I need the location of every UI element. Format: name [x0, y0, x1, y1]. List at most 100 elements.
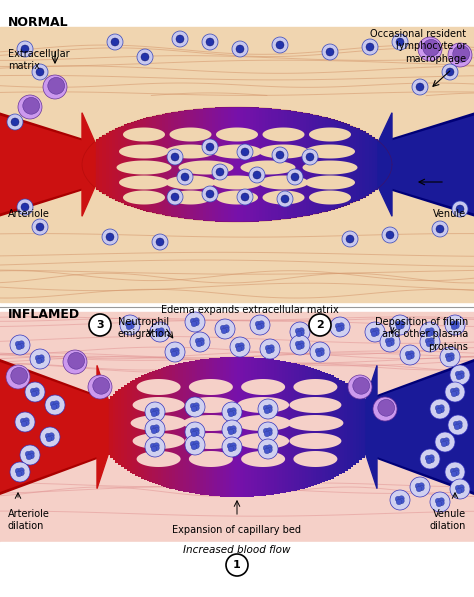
Polygon shape [263, 128, 304, 141]
Circle shape [220, 325, 226, 331]
Bar [308, 367, 311, 487]
Circle shape [20, 445, 40, 465]
Circle shape [272, 37, 288, 53]
Circle shape [291, 173, 299, 181]
Bar [196, 109, 200, 220]
Bar [325, 118, 328, 211]
Circle shape [269, 347, 274, 353]
Bar [234, 107, 237, 222]
Circle shape [442, 64, 458, 80]
Circle shape [241, 148, 249, 156]
Circle shape [194, 405, 199, 411]
Polygon shape [0, 312, 474, 547]
Circle shape [450, 321, 456, 327]
Bar [350, 125, 353, 204]
Circle shape [380, 332, 400, 352]
Circle shape [439, 500, 444, 506]
Circle shape [302, 149, 318, 165]
Circle shape [264, 431, 270, 437]
Polygon shape [378, 115, 474, 214]
Circle shape [396, 499, 402, 505]
Bar [153, 116, 156, 213]
Bar [328, 118, 331, 211]
Circle shape [48, 78, 64, 94]
Bar [161, 368, 164, 486]
Circle shape [416, 83, 424, 91]
Circle shape [306, 153, 314, 161]
Circle shape [228, 411, 234, 417]
Bar [249, 107, 253, 221]
Circle shape [310, 342, 330, 362]
Circle shape [439, 407, 444, 413]
Bar [257, 358, 260, 496]
Circle shape [365, 322, 385, 342]
Circle shape [231, 408, 237, 413]
Circle shape [440, 438, 446, 444]
Circle shape [392, 34, 408, 50]
Circle shape [410, 477, 430, 497]
Circle shape [450, 365, 470, 385]
Text: Extracellular
matrix: Extracellular matrix [8, 49, 70, 72]
Bar [274, 109, 278, 220]
Polygon shape [212, 176, 262, 189]
Circle shape [426, 458, 432, 464]
Circle shape [15, 341, 21, 347]
Circle shape [420, 449, 440, 469]
Bar [381, 145, 385, 184]
Bar [370, 407, 373, 447]
Polygon shape [165, 144, 216, 158]
Circle shape [18, 341, 24, 346]
Bar [234, 357, 237, 497]
Bar [138, 377, 141, 477]
Circle shape [10, 335, 30, 355]
Bar [169, 365, 173, 488]
Circle shape [39, 357, 44, 363]
Circle shape [21, 203, 29, 211]
Circle shape [439, 498, 444, 503]
Bar [347, 385, 351, 469]
Polygon shape [287, 415, 343, 431]
Polygon shape [0, 362, 108, 492]
Circle shape [170, 348, 176, 354]
Circle shape [418, 37, 442, 61]
Circle shape [154, 445, 159, 451]
Circle shape [224, 327, 229, 333]
Circle shape [269, 344, 274, 350]
Polygon shape [378, 113, 392, 216]
Circle shape [206, 190, 214, 198]
Bar [87, 148, 91, 181]
Circle shape [228, 446, 234, 452]
Circle shape [237, 189, 253, 205]
Polygon shape [235, 415, 291, 431]
Polygon shape [305, 176, 355, 189]
Bar [254, 358, 257, 496]
Circle shape [145, 419, 165, 439]
Circle shape [374, 328, 379, 333]
Bar [168, 113, 172, 216]
Circle shape [29, 451, 34, 456]
Circle shape [206, 38, 214, 46]
Circle shape [32, 64, 48, 80]
Circle shape [177, 169, 193, 185]
Circle shape [423, 39, 439, 56]
Polygon shape [189, 451, 233, 467]
Circle shape [173, 347, 179, 353]
Bar [256, 107, 259, 221]
Bar [214, 358, 218, 496]
Bar [306, 113, 310, 216]
Circle shape [444, 438, 449, 444]
Bar [287, 110, 291, 219]
Bar [124, 385, 127, 469]
Bar [209, 358, 212, 496]
Polygon shape [0, 115, 95, 214]
Circle shape [276, 41, 284, 49]
Circle shape [436, 408, 442, 414]
Circle shape [322, 44, 338, 60]
Circle shape [390, 315, 410, 335]
Circle shape [316, 351, 322, 357]
Bar [115, 128, 118, 201]
Circle shape [167, 189, 183, 205]
Circle shape [399, 496, 404, 501]
Circle shape [453, 421, 459, 427]
Circle shape [426, 331, 432, 337]
